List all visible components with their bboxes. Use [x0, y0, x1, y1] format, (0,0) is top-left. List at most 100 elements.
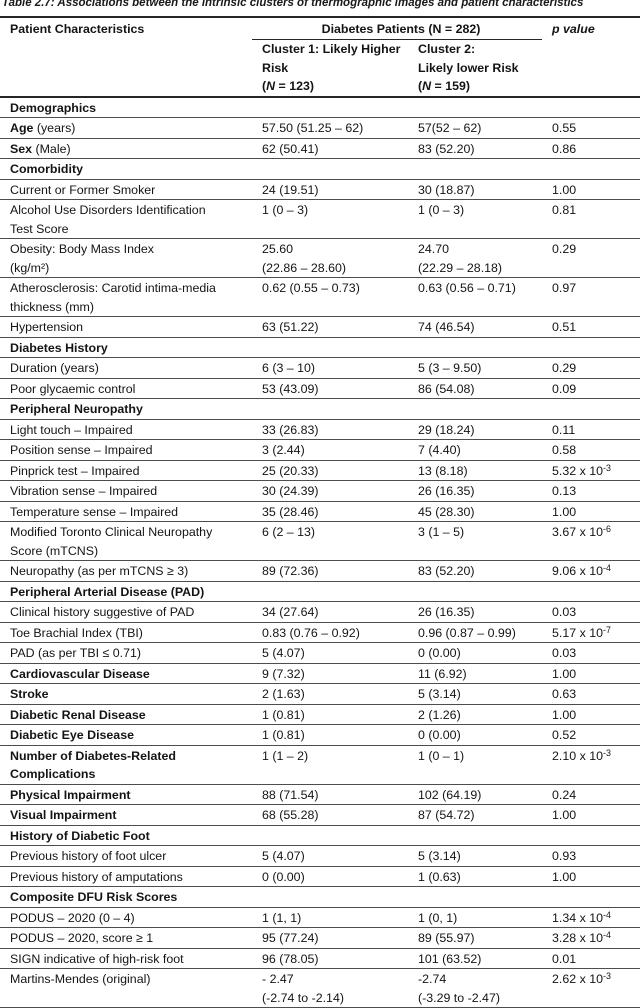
cluster1-value: 57.50 (51.25 – 62)	[252, 117, 408, 139]
cluster1-value: 5 (4.07)	[252, 642, 408, 664]
cluster2-value: 0 (0.00)	[408, 642, 543, 664]
table-row: Cardiovascular Disease 9 (7.32) 11 (6.92) 1…	[0, 663, 640, 684]
section-row: Demographics	[0, 95, 640, 118]
table-row: Previous history of foot ulcer 5 (4.07) 5 …	[0, 845, 640, 867]
cluster2-value: 74 (46.54)	[408, 316, 543, 338]
cluster1-value: 24 (19.51)	[252, 179, 408, 200]
cluster1-value: 0.62 (0.55 – 0.73)	[252, 277, 408, 317]
table-caption-clip: Table 2.7: Associations between the intr…	[0, 0, 640, 11]
cluster2-value: -2.74 (-3.29 to -2.47)	[408, 968, 543, 1008]
table-row: Poor glycaemic control 53 (43.09) 86 (54.0…	[0, 378, 640, 399]
cluster1-value: 30 (24.39)	[252, 480, 408, 502]
cluster1-value: 89 (72.36)	[252, 560, 408, 582]
cluster2-value: 1 (0, 1)	[408, 907, 543, 928]
p-value: 0.01	[542, 948, 640, 969]
table-row: Martins-Mendes (original) - 2.47 (-2.74 to…	[0, 968, 640, 1008]
row-label: Toe Brachial Index (TBI)	[0, 622, 252, 643]
table-row: Light touch – Impaired 33 (26.83) 29 (18.2…	[0, 419, 640, 440]
row-label: Diabetic Eye Disease	[0, 724, 252, 746]
p-value: 1.34 x 10-4	[542, 907, 640, 928]
table-row: Obesity: Body Mass Index (kg/m²) 25.60 (22.…	[0, 238, 640, 278]
cluster1-value: 1 (0.81)	[252, 724, 408, 746]
table-row: Position sense – Impaired 3 (2.44) 7 (4.40…	[0, 439, 640, 461]
p-value: 2.10 x 10-3	[542, 745, 640, 785]
row-label: Visual Impairment	[0, 804, 252, 826]
cluster2-value: 0.96 (0.87 – 0.99)	[408, 622, 543, 643]
table-body: Demographics Age (years) 57.50 (51.25 – 62…	[0, 95, 640, 1008]
row-label: Age (years)	[0, 117, 252, 139]
table-row: Physical Impairment 88 (71.54) 102 (64.19)…	[0, 784, 640, 805]
section-label: History of Diabetic Foot	[0, 825, 640, 846]
p-value: 1.00	[542, 501, 640, 522]
p-value: 1.00	[542, 704, 640, 725]
p-value: 1.00	[542, 866, 640, 887]
p-value: 0.03	[542, 601, 640, 623]
table-row: Alcohol Use Disorders Identification Test…	[0, 199, 640, 239]
section-row: Comorbidity	[0, 158, 640, 180]
row-label: Clinical history suggestive of PAD	[0, 601, 252, 623]
table-row: Number of Diabetes-Related Complications 1…	[0, 745, 640, 785]
cluster1-value: 96 (78.05)	[252, 948, 408, 969]
row-label: Hypertension	[0, 316, 252, 338]
row-label: PODUS – 2020 (0 – 4)	[0, 907, 252, 928]
table-row: Visual Impairment 68 (55.28) 87 (54.72) 1.0…	[0, 804, 640, 826]
section-row: History of Diabetic Foot	[0, 825, 640, 846]
table-row: Duration (years) 6 (3 – 10) 5 (3 – 9.50) 0.…	[0, 357, 640, 379]
cluster1-value: 33 (26.83)	[252, 419, 408, 440]
p-value: 1.00	[542, 804, 640, 826]
cluster2-value: 1 (0.63)	[408, 866, 543, 887]
row-label: Diabetic Renal Disease	[0, 704, 252, 725]
p-value: 0.81	[542, 199, 640, 239]
section-row: Composite DFU Risk Scores	[0, 886, 640, 908]
cluster1-value: 35 (28.46)	[252, 501, 408, 522]
table-row: Diabetic Eye Disease 1 (0.81) 0 (0.00) 0.52	[0, 724, 640, 746]
cluster1-value: 9 (7.32)	[252, 663, 408, 684]
p-value: 0.09	[542, 378, 640, 399]
table-row: Clinical history suggestive of PAD 34 (27…	[0, 601, 640, 623]
table-row: Modified Toronto Clinical Neuropathy Scor…	[0, 521, 640, 561]
p-value: 1.00	[542, 663, 640, 684]
table-row: Pinprick test – Impaired 25 (20.33) 13 (8.…	[0, 460, 640, 481]
p-value: 0.51	[542, 316, 640, 338]
row-label: Previous history of foot ulcer	[0, 845, 252, 867]
section-row: Peripheral Arterial Disease (PAD)	[0, 581, 640, 602]
cluster2-value: 1 (0 – 3)	[408, 199, 543, 239]
table-row: Stroke 2 (1.63) 5 (3.14) 0.63	[0, 683, 640, 705]
cluster1-value: 68 (55.28)	[252, 804, 408, 826]
row-label: Vibration sense – Impaired	[0, 480, 252, 502]
row-label: Previous history of amputations	[0, 866, 252, 887]
cluster1-value: 6 (2 – 13)	[252, 521, 408, 561]
p-value: 0.55	[542, 117, 640, 139]
table-row: Atherosclerosis: Carotid intima-media thi…	[0, 277, 640, 317]
cluster2-value: 89 (55.97)	[408, 927, 543, 949]
cluster2-value: 7 (4.40)	[408, 439, 543, 461]
cluster2-value: 0 (0.00)	[408, 724, 543, 746]
table-row: Hypertension 63 (51.22) 74 (46.54) 0.51	[0, 316, 640, 338]
table-row: Age (years) 57.50 (51.25 – 62) 57(52 – 62)…	[0, 117, 640, 139]
table-row: PAD (as per TBI ≤ 0.71) 5 (4.07) 0 (0.00) 0…	[0, 642, 640, 664]
row-label: Duration (years)	[0, 357, 252, 379]
cluster1-value: 1 (0 – 3)	[252, 199, 408, 239]
cluster2-value: 87 (54.72)	[408, 804, 543, 826]
p-value: 3.28 x 10-4	[542, 927, 640, 949]
cluster1-value: 0.83 (0.76 – 0.92)	[252, 622, 408, 643]
cluster2-value: 11 (6.92)	[408, 663, 543, 684]
cluster2-value: 13 (8.18)	[408, 460, 543, 481]
row-label: Temperature sense – Impaired	[0, 501, 252, 522]
cluster1-value: 25 (20.33)	[252, 460, 408, 481]
column-header-p-value: p value	[542, 16, 640, 97]
cluster2-value: 86 (54.08)	[408, 378, 543, 399]
cluster2-value: 101 (63.52)	[408, 948, 543, 969]
cluster2-value: 57(52 – 62)	[408, 117, 543, 139]
section-label: Peripheral Neuropathy	[0, 398, 640, 420]
row-label: Alcohol Use Disorders Identification Test…	[0, 199, 252, 239]
cluster1-value: 1 (0.81)	[252, 704, 408, 725]
cluster2-value: 45 (28.30)	[408, 501, 543, 522]
p-value: 0.29	[542, 357, 640, 379]
cluster1-value: 63 (51.22)	[252, 316, 408, 338]
section-label: Composite DFU Risk Scores	[0, 886, 640, 908]
header-row-2: Cluster 1: Likely Higher Risk (N = 123) Cl…	[0, 40, 640, 97]
table-caption: Table 2.7: Associations between the intr…	[2, 0, 584, 9]
section-row: Peripheral Neuropathy	[0, 398, 640, 420]
